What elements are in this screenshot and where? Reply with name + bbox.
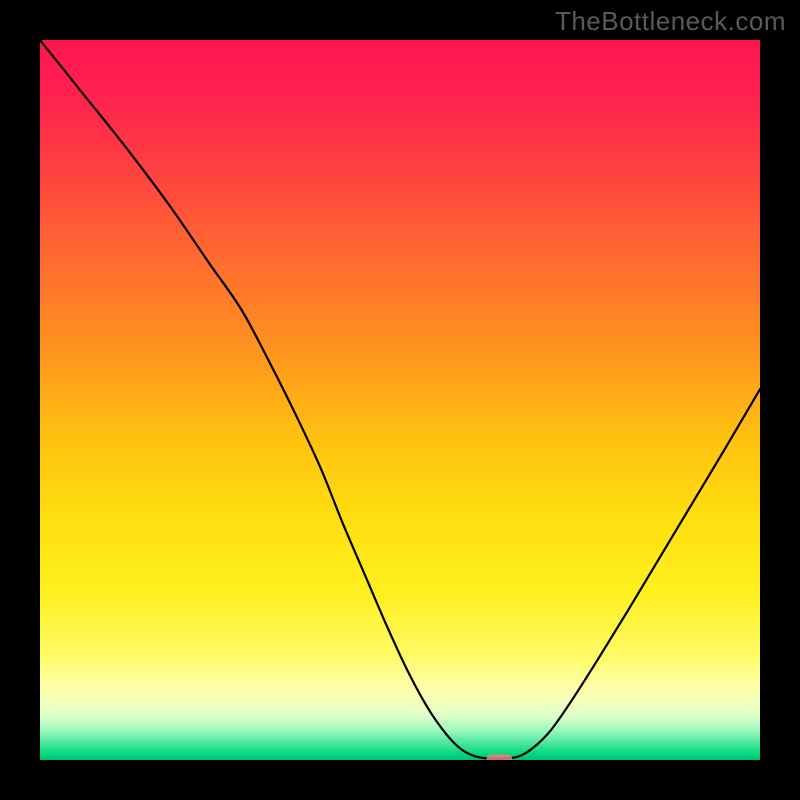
gradient-background [40,40,760,760]
plot-area-group [40,40,760,766]
watermark-text: TheBottleneck.com [555,6,786,37]
optimal-marker [486,754,512,766]
bottleneck-chart [0,0,800,800]
chart-stage: TheBottleneck.com [0,0,800,800]
